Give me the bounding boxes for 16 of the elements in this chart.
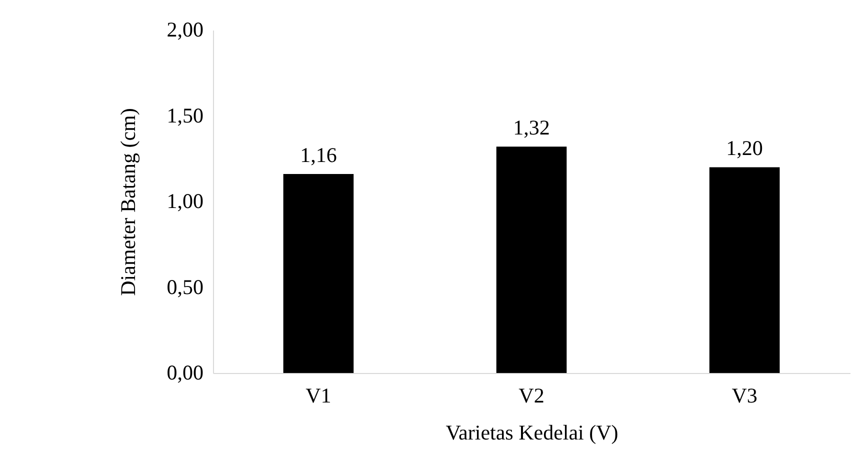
y-tick-label: 0,00	[166, 360, 204, 384]
x-tick-label: V3	[732, 384, 758, 408]
x-tick-label: V2	[518, 384, 544, 408]
data-label: 1,16	[300, 143, 337, 168]
x-tick-label: V1	[306, 384, 332, 408]
data-label: 1,32	[513, 116, 550, 140]
y-axis-title: Diameter Batang (cm)	[116, 108, 140, 296]
x-axis-title: Varietas Kedelai (V)	[446, 420, 618, 444]
y-tick-label: 1,50	[166, 103, 204, 128]
y-tick-label: 0,50	[166, 274, 204, 299]
y-tick-label: 2,00	[166, 18, 204, 42]
y-tick-label: 1,00	[166, 189, 204, 213]
bar	[496, 146, 567, 373]
bar	[283, 174, 354, 373]
data-label: 1,20	[726, 136, 763, 160]
bar	[709, 167, 780, 373]
